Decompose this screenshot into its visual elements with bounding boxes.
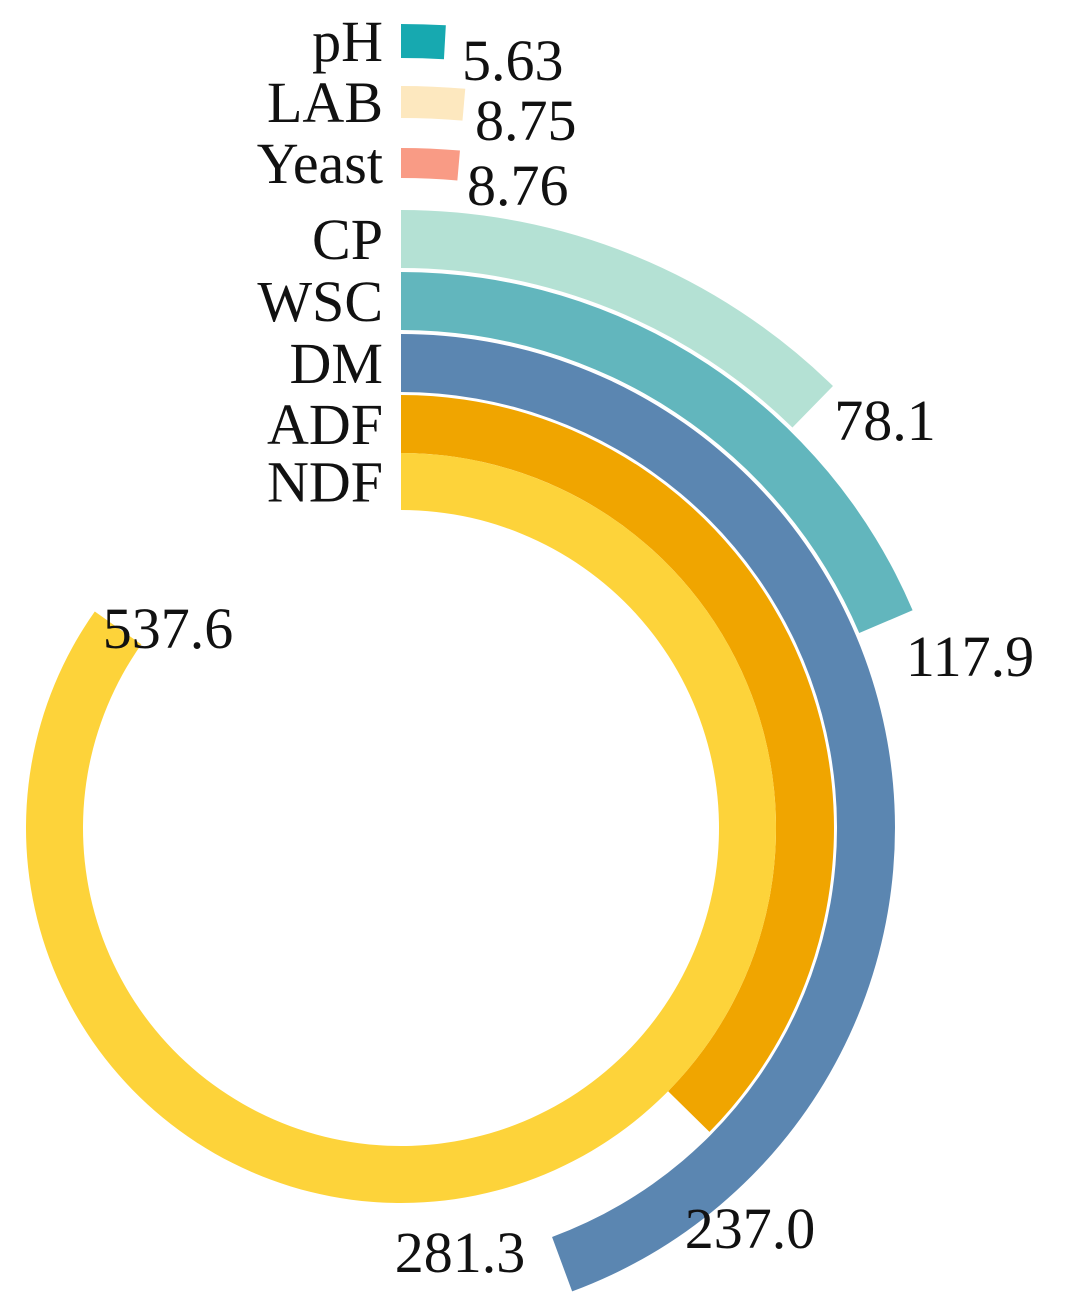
value-label-adf: 237.0: [685, 1196, 816, 1261]
bar-lab: [401, 86, 466, 121]
category-label-lab: LAB: [267, 70, 383, 135]
bar-wsc: [401, 272, 913, 633]
bar-ph: [401, 23, 446, 60]
value-label-ndf: 537.6: [103, 596, 234, 661]
value-label-yeast: 8.76: [467, 153, 569, 218]
category-label-adf: ADF: [267, 392, 383, 457]
bars-group: [25, 23, 913, 1292]
value-label-ph: 5.63: [462, 28, 564, 93]
bar-adf: [401, 395, 834, 1132]
category-label-wsc: WSC: [257, 269, 383, 334]
category-label-cp: CP: [312, 207, 383, 272]
bar-yeast: [401, 148, 460, 181]
value-label-cp: 78.1: [834, 388, 936, 453]
category-label-ph: pH: [312, 9, 383, 74]
value-label-wsc: 117.9: [906, 624, 1034, 689]
category-label-dm: DM: [290, 331, 383, 396]
category-label-yeast: Yeast: [257, 131, 383, 196]
bar-cp: [401, 210, 833, 428]
category-label-ndf: NDF: [267, 450, 383, 515]
bar-ndf: [25, 453, 776, 1204]
value-labels-group: 5.638.758.76 78.1 117.9 281.3 237.0 537.6: [103, 28, 1034, 1285]
value-label-dm: 281.3: [395, 1220, 526, 1285]
bar-dm: [401, 334, 895, 1292]
value-label-lab: 8.75: [475, 88, 577, 153]
